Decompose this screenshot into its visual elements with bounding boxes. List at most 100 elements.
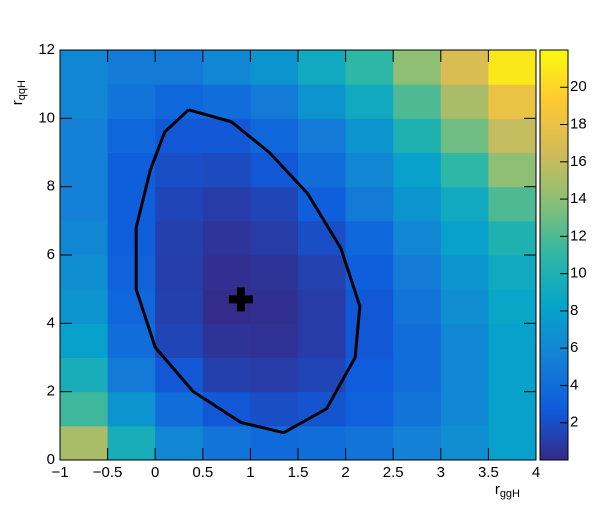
cell xyxy=(60,84,109,119)
cell xyxy=(250,255,299,290)
cell xyxy=(155,289,204,324)
z-tick-label: 10 xyxy=(570,265,587,282)
cell xyxy=(345,186,394,222)
cell xyxy=(440,255,489,290)
cell xyxy=(440,323,489,358)
cell xyxy=(202,118,251,153)
best-fit-marker xyxy=(228,287,253,312)
x-tick-label: 1 xyxy=(246,464,254,481)
cell xyxy=(393,50,442,85)
cell xyxy=(107,220,156,256)
y-tick-label: 0 xyxy=(47,451,55,468)
cell xyxy=(202,255,251,290)
cell xyxy=(155,186,204,222)
y-axis-label: rqqH xyxy=(9,80,28,105)
cell xyxy=(155,152,204,188)
cell xyxy=(393,289,442,324)
cell xyxy=(440,50,489,85)
cell xyxy=(107,255,156,290)
cell xyxy=(202,186,251,222)
cell xyxy=(440,425,489,461)
cell xyxy=(155,255,204,290)
cell xyxy=(298,118,347,153)
cell xyxy=(202,84,251,119)
z-tick-label: 20 xyxy=(570,78,587,95)
cell xyxy=(488,255,537,290)
cell xyxy=(298,255,347,290)
cell xyxy=(107,391,156,427)
y-label-main: r xyxy=(9,100,26,105)
cell xyxy=(202,323,251,358)
y-tick-label: 8 xyxy=(47,178,55,195)
cell xyxy=(250,289,299,324)
cell xyxy=(488,357,537,393)
cell xyxy=(107,50,156,85)
cell xyxy=(250,391,299,427)
cell xyxy=(393,84,442,119)
cell xyxy=(107,118,156,153)
cell xyxy=(345,84,394,119)
cell xyxy=(155,391,204,427)
cell xyxy=(393,152,442,188)
cell xyxy=(488,425,537,461)
y-tick-label: 2 xyxy=(47,383,55,400)
cell xyxy=(393,391,442,427)
cell xyxy=(393,220,442,256)
x-tick-label: 3.5 xyxy=(478,464,499,481)
cell xyxy=(202,152,251,188)
cell xyxy=(345,152,394,188)
cell xyxy=(345,50,394,85)
cell xyxy=(202,50,251,85)
cell xyxy=(60,118,109,153)
cell xyxy=(488,152,537,188)
cell xyxy=(250,118,299,153)
cell xyxy=(60,186,109,222)
cell xyxy=(107,425,156,461)
cell xyxy=(60,391,109,427)
y-label-sub: qqH xyxy=(16,80,28,100)
z-tick-label: 2 xyxy=(570,414,578,431)
cell xyxy=(202,357,251,393)
x-tick-label: 1.5 xyxy=(288,464,309,481)
x-tick-label: 3 xyxy=(437,464,445,481)
x-tick-label: 2.5 xyxy=(383,464,404,481)
cell xyxy=(440,220,489,256)
cell xyxy=(298,84,347,119)
cell xyxy=(250,323,299,358)
cell xyxy=(488,84,537,119)
cell xyxy=(488,186,537,222)
cell xyxy=(440,357,489,393)
z-tick-label: 4 xyxy=(570,376,578,393)
cell xyxy=(298,425,347,461)
cell xyxy=(155,323,204,358)
y-tick-label: 10 xyxy=(38,109,55,126)
z-tick-label: 12 xyxy=(570,227,587,244)
cell xyxy=(298,50,347,85)
cell xyxy=(393,255,442,290)
cell xyxy=(440,118,489,153)
cell xyxy=(60,50,109,85)
z-tick-label: 16 xyxy=(570,153,587,170)
cell xyxy=(107,84,156,119)
cell xyxy=(345,118,394,153)
cell xyxy=(488,323,537,358)
cell xyxy=(155,84,204,119)
cell xyxy=(393,323,442,358)
z-tick-label: 8 xyxy=(570,302,578,319)
x-label-sub: ggH xyxy=(500,488,520,500)
cell xyxy=(440,391,489,427)
cell xyxy=(107,357,156,393)
cell xyxy=(202,220,251,256)
cell xyxy=(155,220,204,256)
cell xyxy=(60,289,109,324)
cell xyxy=(202,391,251,427)
cell xyxy=(155,50,204,85)
z-tick-label: 14 xyxy=(570,190,587,207)
cell xyxy=(60,357,109,393)
cell xyxy=(393,425,442,461)
cell xyxy=(298,152,347,188)
cell xyxy=(440,84,489,119)
x-tick-label: 0.5 xyxy=(192,464,213,481)
cell xyxy=(488,289,537,324)
cell xyxy=(440,152,489,188)
